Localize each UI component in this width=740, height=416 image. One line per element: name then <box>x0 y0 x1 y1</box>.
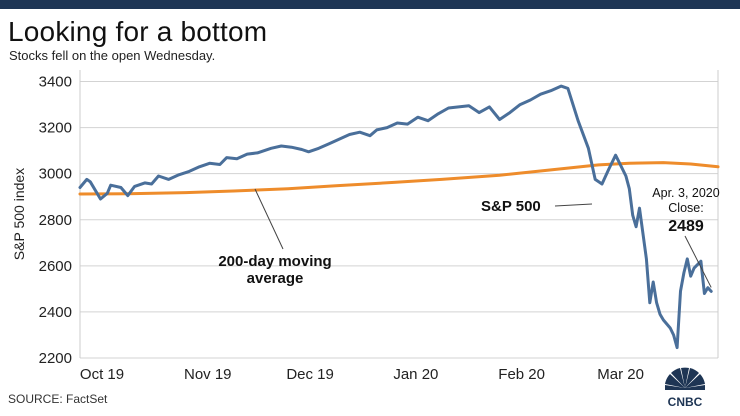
moving-average-line <box>78 161 720 196</box>
series <box>78 84 720 350</box>
sp500-leader-line <box>554 203 593 207</box>
chart-title: Looking for a bottom <box>8 16 268 47</box>
brand-top-bar <box>0 0 740 9</box>
x-tick-label: Feb 20 <box>498 366 545 383</box>
y-tick-label: 2400 <box>39 304 72 321</box>
ma-leader-line <box>254 188 284 250</box>
x-tick-label: Jan 20 <box>393 366 438 383</box>
sp500-line <box>78 84 713 350</box>
ma-label-line: 200-day moving <box>218 253 331 270</box>
close-label-line: Close: <box>668 201 703 215</box>
close-leader-line <box>684 235 712 288</box>
chart-subtitle: Stocks fell on the open Wednesday. <box>9 48 216 63</box>
y-tick-label: 3000 <box>39 166 72 183</box>
ma-label-line: average <box>247 270 304 287</box>
x-tick-label: Oct 19 <box>80 366 124 383</box>
y-tick-label: 3200 <box>39 120 72 137</box>
gridlines <box>80 81 718 359</box>
y-tick-label: 2600 <box>39 258 72 275</box>
x-tick-label: Dec 19 <box>286 366 334 383</box>
close-value: 2489 <box>668 218 704 235</box>
x-tick-labels: Oct 19 Nov 19 Dec 19 Jan 20 Feb 20 Mar 20 <box>80 366 644 383</box>
y-axis-label: S&P 500 index <box>11 168 27 260</box>
svg-text:CNBC: CNBC <box>668 395 703 409</box>
close-label-line: Apr. 3, 2020 <box>652 186 719 200</box>
source-note: SOURCE: FactSet <box>8 392 108 406</box>
x-tick-label: Mar 20 <box>597 366 644 383</box>
y-tick-label: 2200 <box>39 350 72 367</box>
y-tick-label: 2800 <box>39 212 72 229</box>
cnbc-peacock-logo: CNBC <box>665 367 705 409</box>
sp500-label: S&P 500 <box>481 198 541 215</box>
x-tick-label: Nov 19 <box>184 366 232 383</box>
y-tick-label: 3400 <box>39 74 72 91</box>
y-tick-labels: 2200 2400 2600 2800 3000 3200 3400 <box>39 74 72 367</box>
